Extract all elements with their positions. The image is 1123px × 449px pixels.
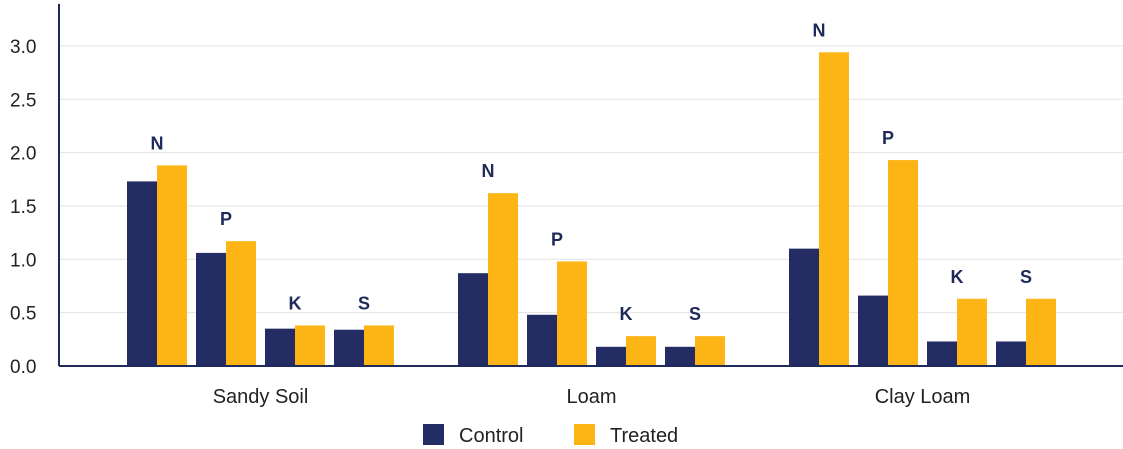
y-tick-label: 2.0 [10,144,36,165]
bar-control-p [858,295,888,366]
bar-control-n [127,181,157,366]
legend: Control Treated [423,424,678,447]
y-tick-label: 1.5 [10,197,36,218]
bar-control-k [265,328,295,366]
bar-control-p [196,252,226,366]
y-tick-label: 1.0 [10,250,36,271]
nutrient-label: N [813,20,826,40]
bars [127,52,1056,366]
bar-treated-p [226,241,256,366]
bar-control-s [996,341,1026,366]
bar-control-k [596,346,626,366]
bar-treated-k [957,298,987,366]
x-axis-categories: Sandy Soil Loam Clay Loam [213,386,971,408]
x-category-label: Loam [566,386,616,408]
bar-treated-s [1026,298,1056,366]
nutrient-label: S [358,293,370,313]
bar-treated-p [888,160,918,366]
bar-treated-n [157,165,187,366]
y-tick-label: 3.0 [10,37,36,58]
y-tick-label: 2.5 [10,90,36,111]
nutrient-label: N [482,161,495,181]
y-tick-label: 0.0 [10,357,36,378]
legend-swatch-treated [574,424,595,445]
nutrient-label: P [882,128,894,148]
bar-treated-k [626,336,656,366]
nutrient-label: P [220,209,232,229]
bar-treated-p [557,261,587,366]
bar-treated-s [364,325,394,366]
nutrient-label: N [151,133,164,153]
legend-swatch-control [423,424,444,445]
x-category-label: Clay Loam [875,386,971,408]
bar-treated-s [695,336,725,366]
y-axis-ticks: 0.0 0.5 1.0 1.5 2.0 2.5 3.0 [10,37,36,378]
nutrient-label: K [289,293,302,313]
legend-label-treated: Treated [610,425,678,447]
bar-treated-n [488,193,518,366]
bar-control-s [665,346,695,366]
legend-label-control: Control [459,425,523,447]
nutrient-labels: N P K S N P K S N P K S [151,20,1033,324]
nutrient-label: S [689,304,701,324]
bar-control-p [527,314,557,366]
bar-control-s [334,329,364,366]
x-category-label: Sandy Soil [213,386,309,408]
bar-control-n [458,273,488,366]
nutrient-label: K [951,267,964,287]
nutrient-label: P [551,229,563,249]
nutrient-label: S [1020,267,1032,287]
bar-treated-k [295,325,325,366]
bar-treated-n [819,52,849,366]
nutrient-label: K [620,304,633,324]
bar-control-k [927,341,957,366]
bar-control-n [789,248,819,366]
y-tick-label: 0.5 [10,304,36,325]
